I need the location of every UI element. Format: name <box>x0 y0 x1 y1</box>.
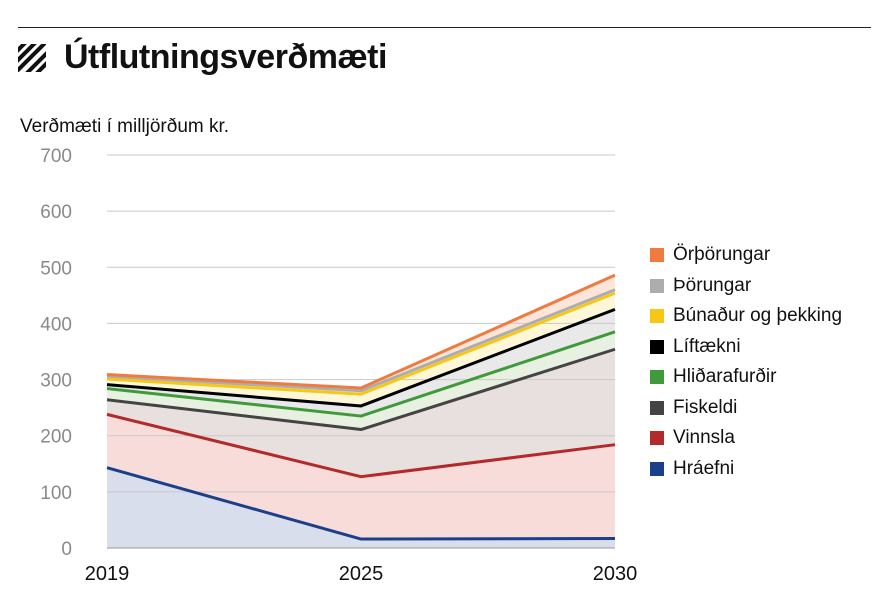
legend-item: Líftækni <box>650 336 741 358</box>
y-tick-label-700: 700 <box>40 146 72 167</box>
y-axis-label: Verðmæti í milljörðum kr. <box>20 116 230 137</box>
legend-item: Þörungar <box>650 275 751 297</box>
legend-label: Fiskeldi <box>673 396 738 418</box>
legend-item: Örþörungar <box>650 244 770 266</box>
legend-item: Hráefni <box>650 458 734 480</box>
series-line-4 <box>106 330 616 418</box>
legend-label: Þörungar <box>673 274 752 296</box>
series-line-7 <box>106 288 616 393</box>
y-tick-label-600: 600 <box>40 202 72 223</box>
area-1 <box>107 467 615 548</box>
diagonal-stripes-icon <box>18 43 46 72</box>
area-5 <box>107 309 615 417</box>
x-tick-label-2030: 2030 <box>593 563 638 585</box>
legend-label: Hráefni <box>673 457 735 479</box>
legend-label: Líftækni <box>673 335 741 357</box>
series-line-6 <box>106 291 616 396</box>
area-4 <box>107 331 615 430</box>
series-line-5 <box>106 307 616 408</box>
legend-label: Örþörungar <box>673 244 771 265</box>
y-tick-label-200: 200 <box>40 427 72 448</box>
series-line-2 <box>106 412 616 479</box>
legend-label: Búnaður og þekking <box>673 305 843 326</box>
legend-item: Vinnsla <box>650 427 735 449</box>
legend-swatch <box>650 309 664 323</box>
legend-swatch <box>650 278 664 293</box>
legend-label: Hliðarafurðir <box>673 366 777 387</box>
y-tick-label-100: 100 <box>40 483 72 504</box>
legend-swatch <box>650 339 664 354</box>
y-tick-label-0: 0 <box>61 539 72 560</box>
x-tick-label-2019: 2019 <box>85 563 130 585</box>
legend-item: Fiskeldi <box>650 397 737 419</box>
legend-label: Vinnsla <box>673 427 735 448</box>
legend-swatch <box>650 400 664 415</box>
series-line-8 <box>106 273 616 390</box>
legend-swatch <box>650 370 664 384</box>
legend-item: Hliðarafurðir <box>650 366 776 388</box>
header: Útflutningsverðmæti <box>18 38 387 77</box>
y-tick-label-300: 300 <box>40 371 72 392</box>
series-line-3 <box>106 347 616 432</box>
page-title: Útflutningsverðmæti <box>64 38 387 76</box>
top-rule <box>18 27 871 28</box>
legend-swatch <box>650 431 664 445</box>
series-line-1 <box>106 466 616 541</box>
y-tick-label-500: 500 <box>40 258 72 279</box>
y-tick-label-400: 400 <box>40 314 72 335</box>
legend-swatch <box>650 248 664 262</box>
legend-swatch <box>650 461 664 476</box>
legend-item: Búnaður og þekking <box>650 305 842 327</box>
x-tick-label-2025: 2025 <box>339 563 384 585</box>
